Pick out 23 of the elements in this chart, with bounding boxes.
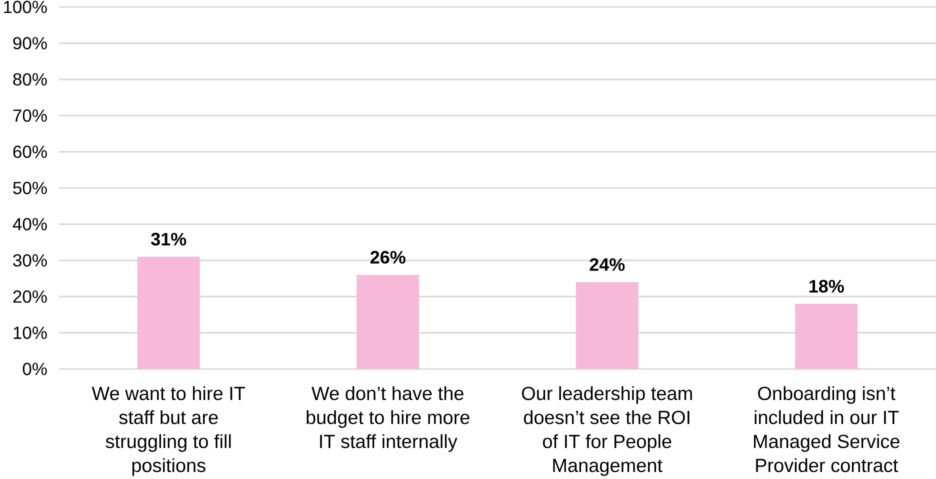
x-tick-label: We don’t have the budget to hire more IT staff internally (306, 386, 470, 452)
y-tick-label: 90% (13, 37, 47, 50)
x-tick-label: We want to hire IT staff but are struggling to fill positions (92, 386, 246, 476)
data-label: 18% (810, 280, 844, 293)
x-tick-label: Onboarding isn’t included in our IT Managed Service Provider contract (754, 386, 900, 472)
data-label: 26% (370, 250, 406, 264)
data-label: 24% (590, 258, 625, 271)
y-tick-label: 10% (14, 326, 47, 339)
y-tick-label: 100% (4, 0, 47, 14)
y-tick-label: 60% (13, 146, 47, 158)
y-tick-label: 30% (13, 254, 47, 267)
bar (795, 304, 858, 369)
bar (356, 274, 420, 369)
y-tick-label: 40% (12, 218, 47, 230)
data-label: 31% (151, 232, 186, 246)
bar (137, 256, 200, 369)
y-tick-label: 70% (13, 109, 47, 122)
y-tick-label: 80% (13, 73, 47, 86)
bar (576, 282, 638, 369)
x-tick-label: Our leadership team doesn’t see the ROI of IT for People Management (522, 386, 692, 476)
y-tick-label: 20% (13, 290, 47, 303)
y-tick-label: 50% (13, 182, 47, 194)
y-tick-label: 0% (22, 362, 47, 376)
